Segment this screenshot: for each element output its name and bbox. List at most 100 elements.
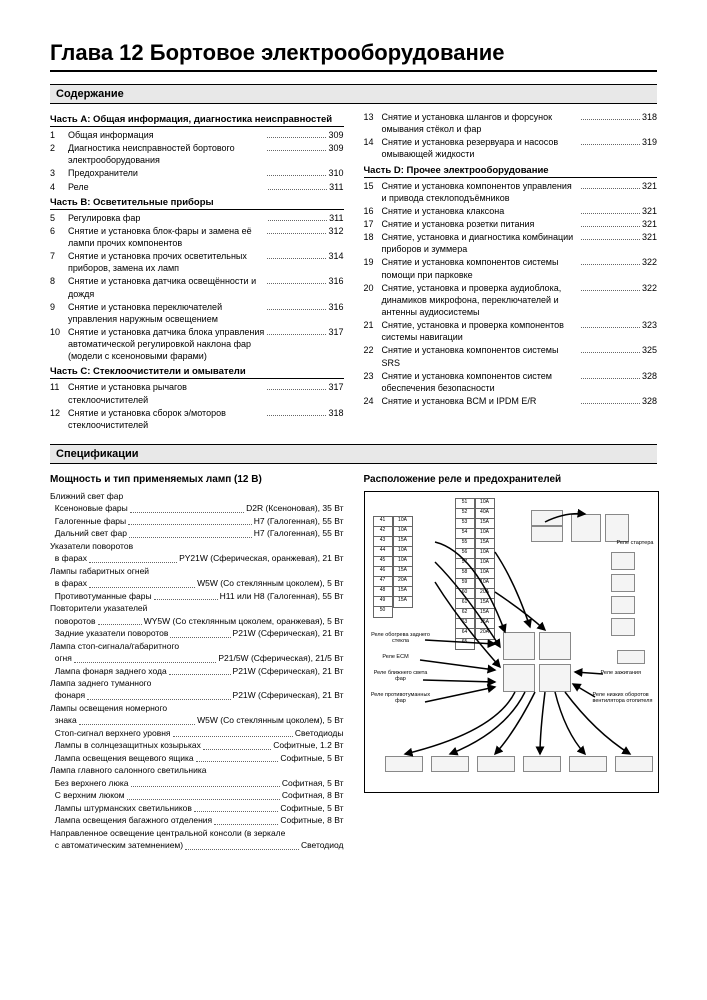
toc-number: 8 [50, 275, 68, 287]
toc-label: Снятие и установка компонентов системы п… [382, 256, 579, 280]
toc-label: Снятие и установка переключателей управл… [68, 301, 265, 325]
toc-entry: 17Снятие и установка розетки питания321 [364, 218, 658, 230]
toc-entry: 13Снятие и установка шлангов и форсунок … [364, 111, 658, 135]
lamp-value: P21W (Сферическая), 21 Вт [233, 628, 344, 639]
toc-dots [267, 137, 326, 138]
lamp-dots [169, 666, 231, 675]
diagram-label: Реле стартера [617, 540, 659, 546]
lamp-label: Лампы штурманских светильников [50, 803, 192, 814]
toc-label: Предохранители [68, 167, 265, 179]
lamp-label: Задние указатели поворотов [50, 628, 168, 639]
fuse-cell: 50 [373, 606, 393, 618]
toc-dots [268, 189, 327, 190]
lamp-dots [154, 591, 218, 600]
lamp-dots [98, 616, 142, 625]
toc-page: 318 [642, 111, 657, 123]
lamp-entry: Лампа фонаря заднего ходаP21W (Сферическ… [50, 666, 344, 677]
relay-fuse-diagram: 4142434445464748495010A10A15A10A10A15A20… [364, 491, 660, 793]
toc-entry: 10Снятие и установка датчика блока управ… [50, 326, 344, 362]
lamp-dots [79, 715, 195, 724]
lamp-title: Мощность и тип применяемых ламп (12 В) [50, 474, 344, 485]
toc-dots [267, 150, 326, 151]
toc-entry: 2Диагностика неисправностей бортового эл… [50, 142, 344, 166]
lamp-group: Повторители указателей [50, 603, 344, 614]
lamp-dots [74, 653, 216, 662]
lamp-dots [128, 516, 252, 525]
connector [615, 756, 653, 772]
connector [477, 756, 515, 772]
lamp-dots [194, 803, 279, 812]
lamp-value: W5W (Со стеклянным цоколем), 5 Вт [197, 715, 343, 726]
toc-dots [581, 239, 640, 240]
lamp-entry: Противотуманные фарыH11 или H8 (Галогенн… [50, 591, 344, 602]
lamp-label: Лампа освещения багажного отделения [50, 815, 212, 826]
toc-number: 1 [50, 129, 68, 141]
lamp-label: поворотов [50, 616, 96, 627]
lamp-label: Лампа фонаря заднего хода [50, 666, 167, 677]
lamp-group: Указатели поворотов [50, 541, 344, 552]
toc-number: 16 [364, 205, 382, 217]
toc-dots [581, 119, 640, 120]
toc-label: Снятие и установка блок-фары и замена её… [68, 225, 265, 249]
chapter-title: Глава 12 Бортовое электрооборудование [50, 40, 657, 72]
lamp-entry: Стоп-сигнал верхнего уровняСветодиоды [50, 728, 344, 739]
toc-number: 10 [50, 326, 68, 338]
toc-dots [267, 258, 326, 259]
lamp-entry: Дальний свет фарH7 (Галогенная), 55 Вт [50, 528, 344, 539]
toc-dots [267, 334, 326, 335]
lamp-label: в фарах [50, 553, 87, 564]
toc-label: Снятие и установка компонентов системы S… [382, 344, 579, 368]
toc-entry: 20Снятие, установка и проверка аудиоблок… [364, 282, 658, 318]
toc-label: Снятие и установка BCM и IPDM E/R [382, 395, 579, 407]
toc-page: 311 [329, 212, 343, 224]
lamp-label: фонаря [50, 690, 85, 701]
connector [523, 756, 561, 772]
toc-label: Регулировка фар [68, 212, 266, 224]
lamp-dots [214, 815, 278, 824]
lamp-dots [130, 503, 244, 512]
toc-dots [581, 352, 640, 353]
toc-number: 12 [50, 407, 68, 419]
toc-entry: 12Снятие и установка сборок э/моторов ст… [50, 407, 344, 431]
connector [385, 756, 423, 772]
toc-entry: 4Реле311 [50, 181, 344, 193]
toc-page: 321 [642, 218, 657, 230]
toc-page: 328 [642, 395, 657, 407]
lamp-dots [87, 690, 230, 699]
lamp-value: Светодиоды [295, 728, 344, 739]
lamp-value: D2R (Ксеноновая), 35 Вт [246, 503, 343, 514]
toc-entry: 21Снятие, установка и проверка компонент… [364, 319, 658, 343]
toc-page: 321 [642, 231, 657, 243]
fuse-cell: 20A [475, 628, 495, 640]
lamp-label: с автоматическим затемнением) [50, 840, 183, 851]
toc-label: Снятие и установка датчика блока управле… [68, 326, 265, 362]
toc-label: Общая информация [68, 129, 265, 141]
lamp-dots [89, 553, 177, 562]
lamp-value: H7 (Галогенная), 55 Вт [254, 516, 344, 527]
diagram-label: Реле зажигания [601, 670, 661, 676]
toc-dots [581, 144, 640, 145]
lamp-value: PY21W (Сферическая, оранжевая), 21 Вт [179, 553, 343, 564]
diagram-column: Расположение реле и предохранителей 4142… [364, 470, 658, 853]
lamp-list: Ближний свет фар Ксеноновые фарыD2R (Ксе… [50, 491, 344, 852]
lamp-value: P21W (Сферическая), 21 Вт [233, 690, 344, 701]
toc-dots [581, 188, 640, 189]
lamp-entry: в фарахW5W (Со стеклянным цоколем), 5 Вт [50, 578, 344, 589]
lamp-dots [89, 578, 195, 587]
fuse-cell: 15A [393, 596, 413, 608]
toc-label: Снятие, установка и проверка аудиоблока,… [382, 282, 579, 318]
lamp-label: Без верхнего люка [50, 778, 129, 789]
toc-page: 314 [328, 250, 343, 262]
lamp-value: Софитные, 1.2 Вт [273, 740, 343, 751]
toc-page: 316 [328, 301, 343, 313]
toc-number: 19 [364, 256, 382, 268]
toc-page: 319 [642, 136, 657, 148]
relay-box [571, 514, 601, 542]
lamp-dots [173, 728, 293, 737]
lamp-value: H7 (Галогенная), 55 Вт [254, 528, 344, 539]
lamp-label: огня [50, 653, 72, 664]
lamp-column: Мощность и тип применяемых ламп (12 В) Б… [50, 470, 344, 853]
toc-page: 309 [328, 129, 343, 141]
relay-box [611, 618, 635, 636]
toc-number: 22 [364, 344, 382, 356]
